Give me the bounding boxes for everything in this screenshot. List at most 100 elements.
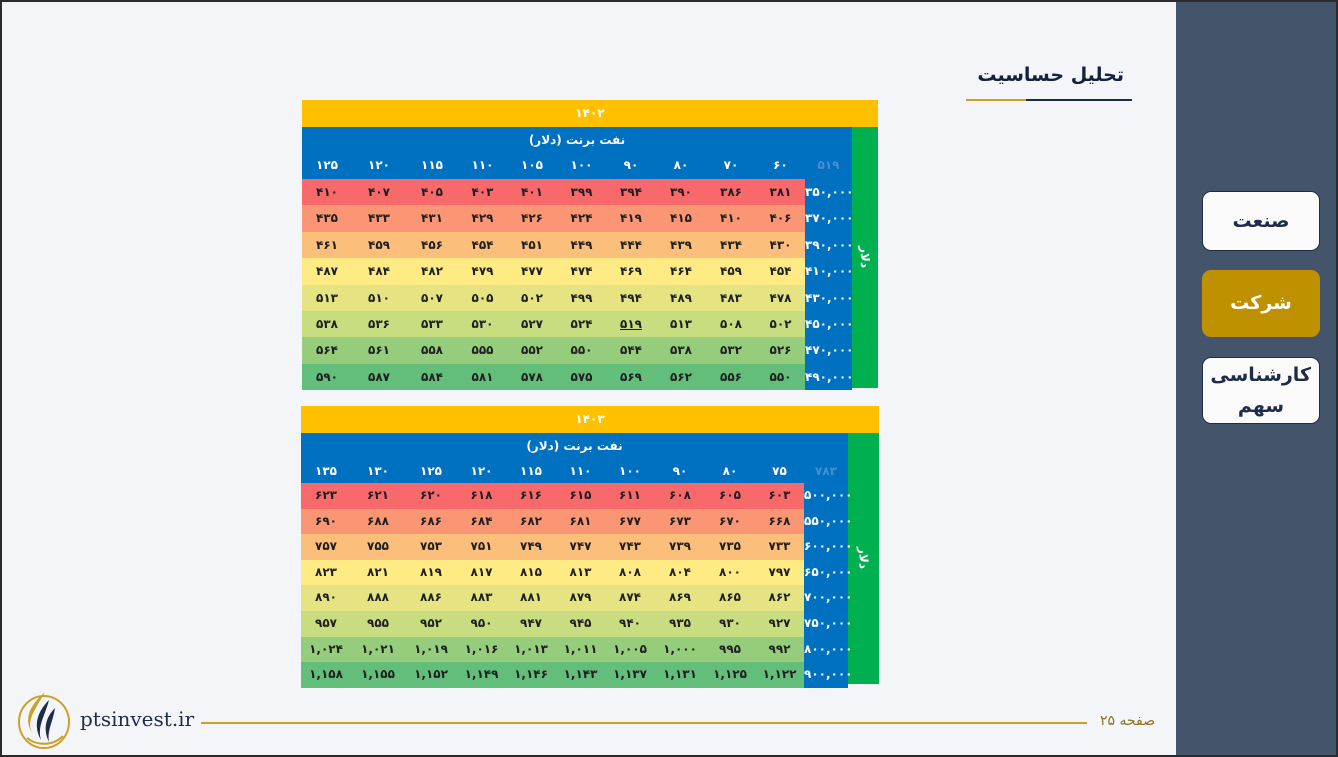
table-cell: ۴۵۱ — [507, 231, 557, 259]
table-row: ۱,۱۵۸ ۱,۱۵۵ ۱,۱۵۲ ۱,۱۴۹ ۱,۱۴۶ ۱,۱۴۳ ۱,۱۳۷ ۱,۱۳۱… — [301, 662, 853, 688]
table-cell: ۵۳۶ — [352, 310, 406, 338]
nav-stock-valuation-button[interactable]: کارشناسی سهم — [1202, 357, 1320, 424]
table-cell: ۵۵۰ — [756, 363, 805, 391]
column-header: ۱۱۰ — [471, 158, 494, 172]
table-row: ۴۳۵ ۴۳۳ ۴۳۱ ۴۲۹ ۴۲۶ ۴۲۴ ۴۱۹ ۴۱۵ ۴۱۰ ۴۰۶ ۳۷۰,۰۰۰ — [302, 205, 854, 232]
table-cell: ۴۷۹ — [458, 258, 507, 285]
table-cell: ۶۰۳ — [755, 483, 804, 509]
table-cell: ۶۷۳ — [655, 508, 705, 535]
table-cell: ۷۳۵ — [705, 534, 755, 560]
table-cell: ۱,۱۳۱ — [655, 662, 705, 688]
table-cell: ۶۷۷ — [605, 508, 655, 535]
table-cell: ۵۱۰ — [352, 284, 406, 311]
table-cell: ۵۵۰ — [557, 337, 606, 364]
table-cell: ۵۸۱ — [458, 363, 507, 391]
table-cell: ۱,۰۰۰ — [655, 636, 705, 663]
footer-divider — [201, 722, 1087, 724]
table-cell: ۴۳۳ — [352, 205, 406, 232]
table-cell: ۳۹۹ — [557, 179, 606, 206]
corner-value: ۵۱۹ — [817, 158, 840, 172]
side-label-text: دلار — [858, 246, 872, 269]
table-cell: ۵۰۲ — [507, 284, 557, 311]
table-cell: ۶۶۸ — [755, 508, 804, 535]
table-cell: ۶۲۳ — [301, 483, 351, 509]
table-cell: ۷۵۷ — [301, 534, 351, 560]
table-cell: ۸۶۲ — [755, 585, 804, 611]
column-header: ۱۳۰ — [367, 464, 389, 478]
table-cell: ۵۵۸ — [406, 337, 458, 364]
row-label: ۴۳۰,۰۰۰ — [805, 284, 854, 311]
table-row: ۷۵۷ ۷۵۵ ۷۵۳ ۷۵۱ ۷۴۹ ۷۴۷ ۷۴۳ ۷۳۹ ۷۳۵ ۷۳۳ ۶۰۰,۰۰۰ — [301, 534, 853, 560]
table-cell: ۸۶۹ — [655, 585, 705, 611]
row-label: ۷۰۰,۰۰۰ — [804, 585, 853, 611]
nav-company-button[interactable]: شرکت — [1202, 270, 1320, 337]
table-cell: ۳۹۰ — [656, 179, 706, 206]
column-header: ۹۰ — [623, 158, 639, 172]
table-cell: ۶۸۱ — [556, 508, 605, 535]
table-cell: ۴۲۴ — [557, 205, 606, 232]
table-cell: ۹۲۷ — [755, 610, 804, 637]
table-cell: ۵۶۹ — [606, 363, 656, 391]
row-label: ۵۰۰,۰۰۰ — [804, 483, 853, 509]
table-cell: ۱,۱۲۲ — [755, 662, 804, 688]
row-label: ۳۵۰,۰۰۰ — [805, 179, 854, 206]
table-cell: ۸۱۹ — [405, 559, 457, 586]
table-cell: ۸۰۸ — [605, 559, 655, 586]
column-header: ۱۱۵ — [520, 464, 542, 478]
table-cell: ۴۰۵ — [406, 179, 458, 206]
table-cell: ۵۹۰ — [302, 363, 352, 391]
nav-label: شرکت — [1230, 292, 1292, 314]
table-cell: ۴۳۴ — [706, 231, 756, 259]
table-cell: ۵۳۰ — [458, 310, 507, 338]
table-header: نفت برنت (دلار) ۱۲۵ ۱۲۰ ۱۱۵ ۱۱۰ ۱۰۵ ۱۰۰ ۹۰ ۸۰ ۷۰… — [302, 127, 852, 179]
table-cell: ۸۱۷ — [457, 559, 506, 586]
table-cell: ۵۱۳ — [302, 284, 352, 311]
table-cell: ۱,۱۴۳ — [556, 662, 605, 688]
column-header: ۱۱۵ — [421, 158, 443, 172]
row-label: ۸۰۰,۰۰۰ — [804, 636, 853, 663]
table-cell: ۶۱۸ — [457, 483, 506, 509]
table-cell: ۴۰۱ — [507, 179, 557, 206]
column-headers: ۱۳۵ ۱۳۰ ۱۲۵ ۱۲۰ ۱۱۵ ۱۱۰ ۱۰۰ ۹۰ ۸۰ ۷۵ ۷۸۳ — [301, 459, 848, 485]
column-header: ۱۰۰ — [619, 464, 641, 478]
column-header: ۱۰۰ — [570, 158, 593, 172]
side-label-text: دلار — [856, 547, 871, 570]
table-cell: ۱,۰۱۹ — [405, 636, 457, 663]
table-cell: ۹۴۷ — [506, 610, 556, 637]
table-cell: ۸۲۳ — [301, 559, 351, 586]
table-cell: ۸۹۰ — [301, 585, 351, 611]
side-label: دلار — [852, 127, 878, 388]
table-cell: ۴۰۷ — [352, 179, 406, 206]
table-cell: ۵۲۷ — [507, 310, 557, 338]
table-cell: ۱,۰۰۵ — [605, 636, 655, 663]
table-row: ۸۹۰ ۸۸۸ ۸۸۶ ۸۸۳ ۸۸۱ ۸۷۹ ۸۷۴ ۸۶۹ ۸۶۵ ۸۶۲ ۷۰۰,۰۰۰ — [301, 585, 853, 611]
nav-industry-button[interactable]: صنعت — [1202, 191, 1320, 251]
table-row: ۵۱۳ ۵۱۰ ۵۰۷ ۵۰۵ ۵۰۲ ۴۹۹ ۴۹۴ ۴۸۹ ۴۸۳ ۴۷۸ ۴۳۰,۰۰۰ — [302, 284, 854, 311]
table-cell: ۱,۰۱۱ — [556, 636, 605, 663]
table-cell: ۵۸۴ — [406, 363, 458, 391]
column-headers: ۱۲۵ ۱۲۰ ۱۱۵ ۱۱۰ ۱۰۵ ۱۰۰ ۹۰ ۸۰ ۷۰ ۶۰ ۵۱۹ — [302, 153, 852, 179]
site-name: ptsinvest.ir — [80, 707, 195, 731]
table-row: ۶۹۰ ۶۸۸ ۶۸۶ ۶۸۴ ۶۸۲ ۶۸۱ ۶۷۷ ۶۷۳ ۶۷۰ ۶۶۸ ۵۵۰,۰۰۰ — [301, 508, 853, 535]
table-body: ۴۱۰ ۴۰۷ ۴۰۵ ۴۰۳ ۴۰۱ ۳۹۹ ۳۹۴ ۳۹۰ ۳۸۶ ۳۸۱ ۳۵۰,۰۰۰ ۴۳۵… — [302, 179, 854, 391]
table-cell: ۹۳۰ — [705, 610, 755, 637]
table-cell: ۴۸۳ — [706, 284, 756, 311]
row-label: ۶۵۰,۰۰۰ — [804, 559, 853, 586]
sidebar: صنعت شرکت کارشناسی سهم — [1176, 2, 1336, 755]
table-cell: ۴۵۶ — [406, 231, 458, 259]
page-number: صفحه ۲۵ — [1100, 713, 1156, 729]
table-cell: ۴۱۵ — [656, 205, 706, 232]
table-cell: ۷۵۵ — [351, 534, 405, 560]
table-cell: ۴۵۹ — [706, 258, 756, 285]
table-cell: ۵۸۷ — [352, 363, 406, 391]
table-cell: ۶۲۱ — [351, 483, 405, 509]
table-cell: ۴۶۴ — [656, 258, 706, 285]
table-cell: ۱,۱۲۵ — [705, 662, 755, 688]
column-header: ۷۰ — [723, 158, 739, 172]
table-cell: ۵۶۲ — [656, 363, 706, 391]
table-cell: ۱,۱۵۲ — [405, 662, 457, 688]
table-row: ۶۲۳ ۶۲۱ ۶۲۰ ۶۱۸ ۶۱۶ ۶۱۵ ۶۱۱ ۶۰۸ ۶۰۵ ۶۰۳ ۵۰۰,۰۰۰ — [301, 483, 853, 509]
column-header: ۶۰ — [773, 158, 788, 172]
table-cell: ۸۱۵ — [506, 559, 556, 586]
